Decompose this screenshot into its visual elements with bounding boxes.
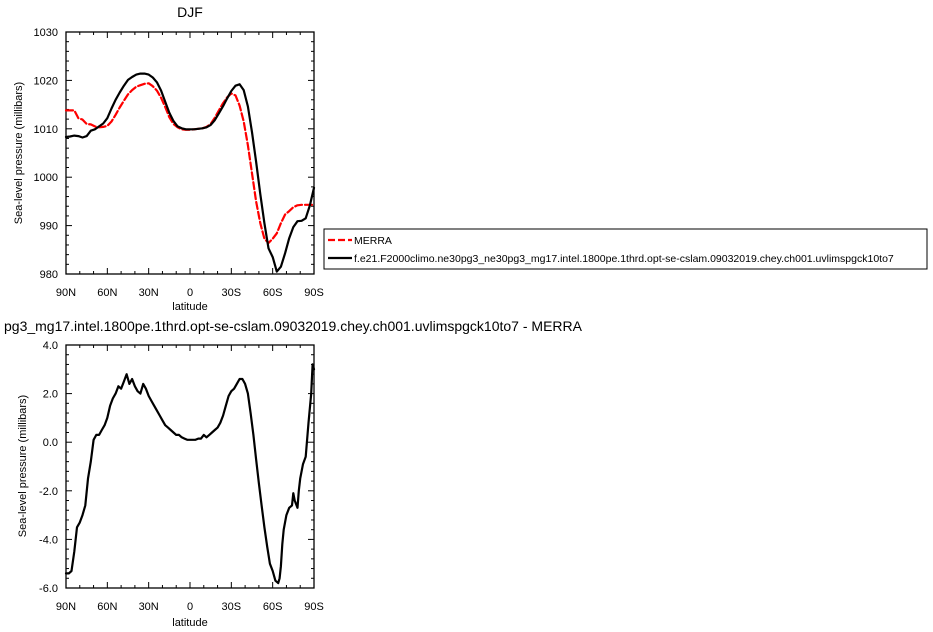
x-axis-ticks: 90N 60N 30N 0 30S 60S 90S (56, 32, 324, 299)
x-tick-label: 60N (97, 287, 117, 299)
y-tick-label: 980 (40, 269, 58, 281)
x-tick-label: 60S (263, 601, 283, 613)
chart-title: pg3_mg17.intel.1800pe.1thrd.opt-se-cslam… (4, 318, 583, 334)
x-tick-label: 30N (139, 601, 159, 613)
chart-2: pg3_mg17.intel.1800pe.1thrd.opt-se-cslam… (4, 318, 583, 629)
series-line-1 (64, 363, 316, 585)
y-tick-label: 4.0 (43, 340, 58, 352)
x-axis-label: latitude (172, 301, 207, 313)
y-tick-label: 1000 (34, 172, 58, 184)
x-axis-ticks: 90N 60N 30N 0 30S 60S 90S (56, 345, 324, 613)
x-tick-label: 0 (187, 287, 193, 299)
x-tick-label: 30S (222, 601, 242, 613)
x-tick-label: 30S (222, 287, 242, 299)
x-tick-label: 60S (263, 287, 283, 299)
y-axis-ticks: -6.0 -4.0 -2.0 0.0 2.0 4.0 (39, 340, 314, 595)
y-axis-ticks: 980 990 1000 1010 1020 1030 (34, 27, 314, 281)
y-tick-label: -4.0 (39, 534, 58, 546)
legend: MERRA f.e21.F2000climo.ne30pg3_ne30pg3_mg… (323, 228, 928, 270)
series-line-1 (64, 82, 316, 245)
plot-frame (65, 31, 315, 275)
y-tick-label: 1030 (34, 27, 58, 39)
y-axis-label: Sea-level pressure (millibars) (13, 82, 25, 224)
plot-frame (65, 344, 315, 589)
x-tick-label: 90S (304, 601, 324, 613)
y-tick-label: 1020 (34, 75, 58, 87)
y-tick-label: 990 (40, 221, 58, 233)
series-line-2 (64, 72, 316, 273)
y-tick-label: 1010 (34, 124, 58, 136)
y-tick-label: -6.0 (39, 583, 58, 595)
x-axis-label: latitude (172, 617, 207, 629)
x-tick-label: 60N (97, 601, 117, 613)
y-tick-label: 0.0 (43, 437, 58, 449)
y-tick-label: -2.0 (39, 486, 58, 498)
legend-box (323, 228, 928, 270)
x-tick-label: 30N (139, 287, 159, 299)
chart-title: DJF (177, 4, 203, 20)
y-axis-label: Sea-level pressure (millibars) (17, 395, 29, 537)
legend-label: f.e21.F2000climo.ne30pg3_ne30pg3_mg17.in… (354, 253, 894, 265)
x-tick-label: 90N (56, 601, 76, 613)
x-tick-label: 90N (56, 287, 76, 299)
y-tick-label: 2.0 (43, 389, 58, 401)
chart-1: DJF 90N 60N 30N 0 30S 60S 90S 980 990 1000 1010 1020… (13, 4, 324, 313)
legend-label: MERRA (354, 235, 392, 247)
x-tick-label: 0 (187, 601, 193, 613)
x-tick-label: 90S (304, 287, 324, 299)
